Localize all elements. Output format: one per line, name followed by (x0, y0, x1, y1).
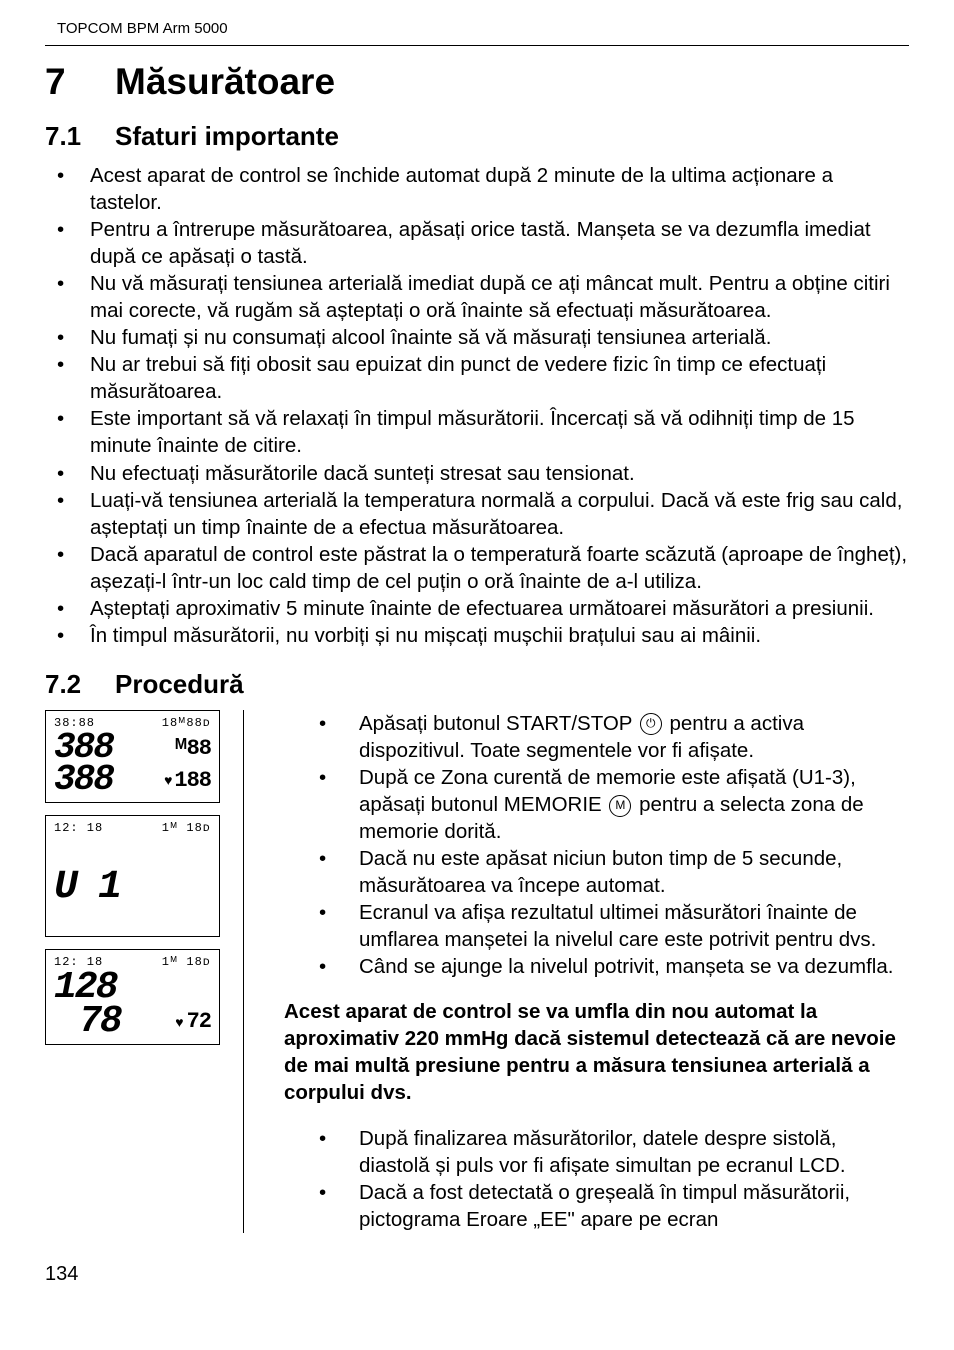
display-date: 1ᴹ 18ᴅ (162, 821, 211, 835)
tip-item: Dacă aparatul de control este păstrat la… (45, 541, 909, 595)
proc-item: Dacă nu este apăsat niciun buton timp de… (284, 845, 909, 899)
display-time: 12: 18 (54, 821, 103, 835)
proc-item: Apăsați butonul START/STOP ⏻ pentru a ac… (284, 710, 909, 764)
chapter-heading: 7Măsurătoare (45, 61, 909, 103)
tip-item: Nu ar trebui să fiți obosit sau epuizat … (45, 351, 909, 405)
display-user: U 1 (54, 865, 120, 910)
proc-item: După ce Zona curentă de memorie este afi… (284, 764, 909, 845)
tip-item: În timpul măsurătorii, nu vorbiți și nu … (45, 622, 909, 649)
power-icon: ⏻ (640, 713, 662, 735)
displays-column: 38:88 18ᴹ88ᴅ 388 ᴹ88 388 ♥ 188 12: 18 1ᴹ… (45, 710, 220, 1233)
display-date: 18ᴹ88ᴅ (162, 716, 211, 730)
section-72-title: Procedură (115, 669, 244, 699)
tip-item: Luați-vă tensiunea arterială la temperat… (45, 487, 909, 541)
tip-item: Nu efectuați măsurătorile dacă sunteți s… (45, 460, 909, 487)
chapter-number: 7 (45, 61, 115, 103)
display-mem: ᴹ88 (174, 736, 211, 761)
display-all-segments: 38:88 18ᴹ88ᴅ 388 ᴹ88 388 ♥ 188 (45, 710, 220, 803)
chapter-title: Măsurătoare (115, 61, 335, 102)
procedure-list-2: După finalizarea măsurătorilor, datele d… (284, 1125, 909, 1233)
tip-item: Așteptați aproximativ 5 minute înainte d… (45, 595, 909, 622)
header-product: TOPCOM BPM Arm 5000 (57, 20, 909, 37)
display-pulse: 188 (174, 768, 211, 793)
display-dia: 388 (54, 764, 113, 796)
display-result: 12: 18 1ᴹ 18ᴅ 128 78 ♥ 72 (45, 949, 220, 1045)
tip-item: Nu fumați și nu consumați alcool înainte… (45, 324, 909, 351)
procedure-section: 38:88 18ᴹ88ᴅ 388 ᴹ88 388 ♥ 188 12: 18 1ᴹ… (45, 710, 909, 1233)
tip-item: Nu vă măsurați tensiunea arterială imedi… (45, 270, 909, 324)
section-71-number: 7.1 (45, 121, 115, 152)
display-diastolic: 78 (79, 1005, 121, 1039)
vertical-divider (243, 710, 244, 1233)
memory-icon: M (609, 795, 631, 817)
section-72-number: 7.2 (45, 669, 115, 700)
proc-item: Ecranul va afișa rezultatul ultimei măsu… (284, 899, 909, 953)
page-number: 134 (45, 1263, 909, 1286)
proc-item: După finalizarea măsurătorilor, datele d… (284, 1125, 909, 1179)
proc-text-pre: Apăsați butonul START/STOP (359, 712, 638, 735)
display-date: 1ᴹ 18ᴅ (162, 955, 211, 969)
tips-list: Acest aparat de control se închide autom… (45, 162, 909, 649)
display-memory-zone: 12: 18 1ᴹ 18ᴅ U 1 (45, 815, 220, 937)
section-71-heading: 7.1Sfaturi importante (45, 121, 909, 152)
procedure-content: Apăsați butonul START/STOP ⏻ pentru a ac… (264, 710, 909, 1233)
tip-item: Este important să vă relaxați în timpul … (45, 405, 909, 459)
proc-item: Dacă a fost detectată o greșeală în timp… (284, 1179, 909, 1233)
tip-item: Acest aparat de control se închide autom… (45, 162, 909, 216)
bold-note: Acest aparat de control se va umfla din … (284, 998, 909, 1106)
tip-item: Pentru a întrerupe măsurătoarea, apăsați… (45, 216, 909, 270)
top-border (45, 45, 909, 46)
display-pulse-val: 72 (187, 1009, 211, 1034)
heart-icon: ♥ (164, 772, 172, 788)
section-71-title: Sfaturi importante (115, 121, 339, 151)
procedure-list-1: Apăsați butonul START/STOP ⏻ pentru a ac… (284, 710, 909, 980)
section-72-heading: 7.2Procedură (45, 669, 909, 700)
proc-item: Când se ajunge la nivelul potrivit, manș… (284, 953, 909, 980)
heart-icon: ♥ (175, 1014, 183, 1030)
